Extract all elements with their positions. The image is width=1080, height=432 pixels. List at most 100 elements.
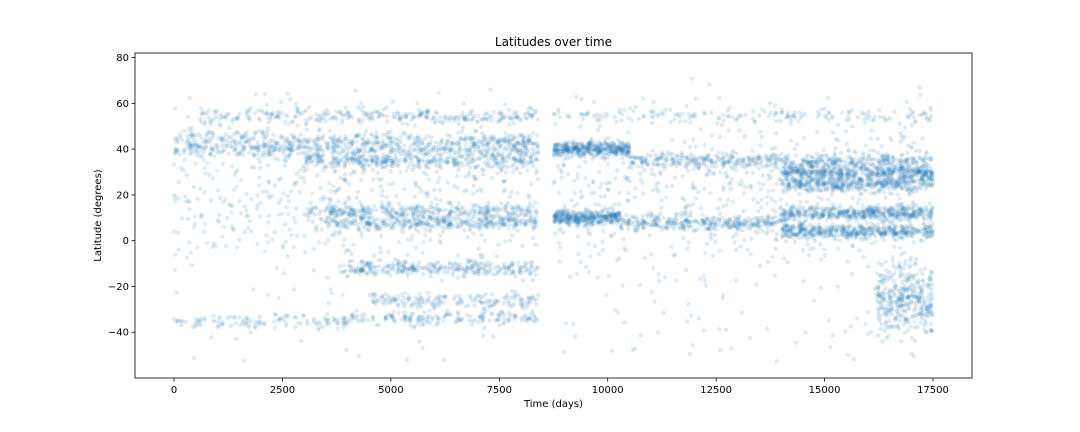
scatter-point — [439, 152, 444, 157]
scatter-point — [750, 117, 756, 122]
scatter-point — [409, 117, 414, 123]
scatter-point — [279, 134, 285, 139]
scatter-point — [860, 203, 865, 208]
scatter-point — [846, 147, 851, 153]
scatter-point — [208, 121, 214, 126]
scatter-point — [315, 147, 320, 152]
scatter-point — [415, 135, 420, 140]
scatter-point — [651, 109, 657, 115]
scatter-point — [187, 151, 192, 156]
scatter-point — [335, 140, 340, 145]
scatter-point — [372, 139, 377, 145]
scatter-point — [303, 140, 308, 145]
scatter-point — [488, 139, 493, 144]
scatter-point — [256, 116, 261, 121]
scatter-point — [910, 111, 915, 117]
scatter-point — [350, 155, 355, 160]
scatter-point — [368, 147, 373, 152]
scatter-point — [413, 139, 419, 144]
scatter-point — [484, 110, 490, 116]
scatter-point — [432, 206, 437, 211]
scatter-point — [683, 119, 688, 124]
scatter-point — [189, 133, 194, 138]
scatter-point — [286, 153, 292, 158]
scatter-point — [338, 151, 343, 156]
scatter-point — [305, 150, 310, 155]
scatter-point — [283, 119, 288, 124]
scatter-point — [476, 138, 482, 144]
scatter-point — [460, 110, 466, 116]
scatter-point — [244, 139, 249, 144]
scatter-point — [483, 116, 488, 121]
scatter-point — [313, 141, 318, 147]
scatter-point — [363, 140, 368, 146]
scatter-point — [849, 168, 854, 174]
scatter-point — [522, 151, 527, 156]
scatter-point — [303, 118, 308, 123]
scatter-point — [534, 157, 539, 162]
scatter-point — [821, 175, 827, 180]
scatter-point — [345, 149, 350, 154]
scatter-point — [391, 135, 396, 141]
scatter-point — [727, 105, 732, 110]
scatter-point — [351, 148, 356, 154]
scatter-point — [417, 142, 422, 147]
scatter-point — [172, 150, 178, 155]
scatter-point — [239, 135, 244, 140]
scatter-point — [726, 114, 731, 119]
scatter-point — [181, 148, 186, 153]
scatter-point — [405, 211, 410, 217]
scatter-point — [663, 107, 668, 113]
scatter-point — [619, 214, 624, 220]
scatter-point — [619, 156, 625, 161]
scatter-point — [236, 151, 241, 157]
scatter-point — [450, 215, 455, 220]
scatter-point — [885, 218, 891, 223]
scatter-point — [535, 142, 540, 148]
scatter-point — [552, 112, 557, 117]
scatter-point — [517, 116, 522, 121]
scatter-point — [419, 109, 424, 115]
scatter-point — [246, 151, 252, 156]
scatter-point — [584, 143, 589, 149]
scatter-point — [493, 138, 498, 143]
scatter-point — [529, 147, 535, 152]
scatter-point — [827, 110, 832, 115]
scatter-point — [560, 219, 565, 224]
scatter-point — [270, 137, 275, 143]
scatter-point — [190, 132, 195, 137]
scatter-point — [404, 115, 409, 121]
scatter-point — [263, 134, 269, 139]
scatter-point — [861, 207, 866, 212]
scatter-point — [376, 110, 381, 116]
scatter-point — [491, 148, 497, 153]
scatter-point — [416, 135, 421, 140]
scatter-point — [280, 111, 285, 116]
scatter-point — [396, 138, 402, 143]
scatter-point — [808, 213, 813, 218]
scatter-point — [821, 148, 827, 153]
scatter-point — [484, 117, 489, 122]
scatter-point — [440, 145, 446, 150]
scatter-point — [194, 149, 200, 154]
scatter-point — [211, 132, 216, 138]
scatter-point — [564, 220, 569, 225]
scatter-point — [862, 120, 868, 125]
scatter-point — [668, 162, 673, 167]
scatter-point — [343, 142, 348, 147]
scatter-point — [361, 224, 366, 229]
scatter-point — [923, 186, 929, 192]
scatter-point — [239, 148, 244, 153]
scatter-point — [368, 214, 373, 220]
scatter-point — [200, 111, 205, 117]
scatter-point — [592, 216, 597, 221]
scatter-point — [317, 116, 323, 122]
scatter-point — [220, 144, 225, 149]
scatter-point — [373, 148, 378, 153]
scatter-point — [595, 119, 601, 124]
scatter-point — [394, 137, 399, 142]
scatter-point — [849, 186, 855, 191]
scatter-point — [376, 114, 381, 119]
scatter-point — [398, 117, 403, 122]
scatter-point — [512, 114, 518, 120]
